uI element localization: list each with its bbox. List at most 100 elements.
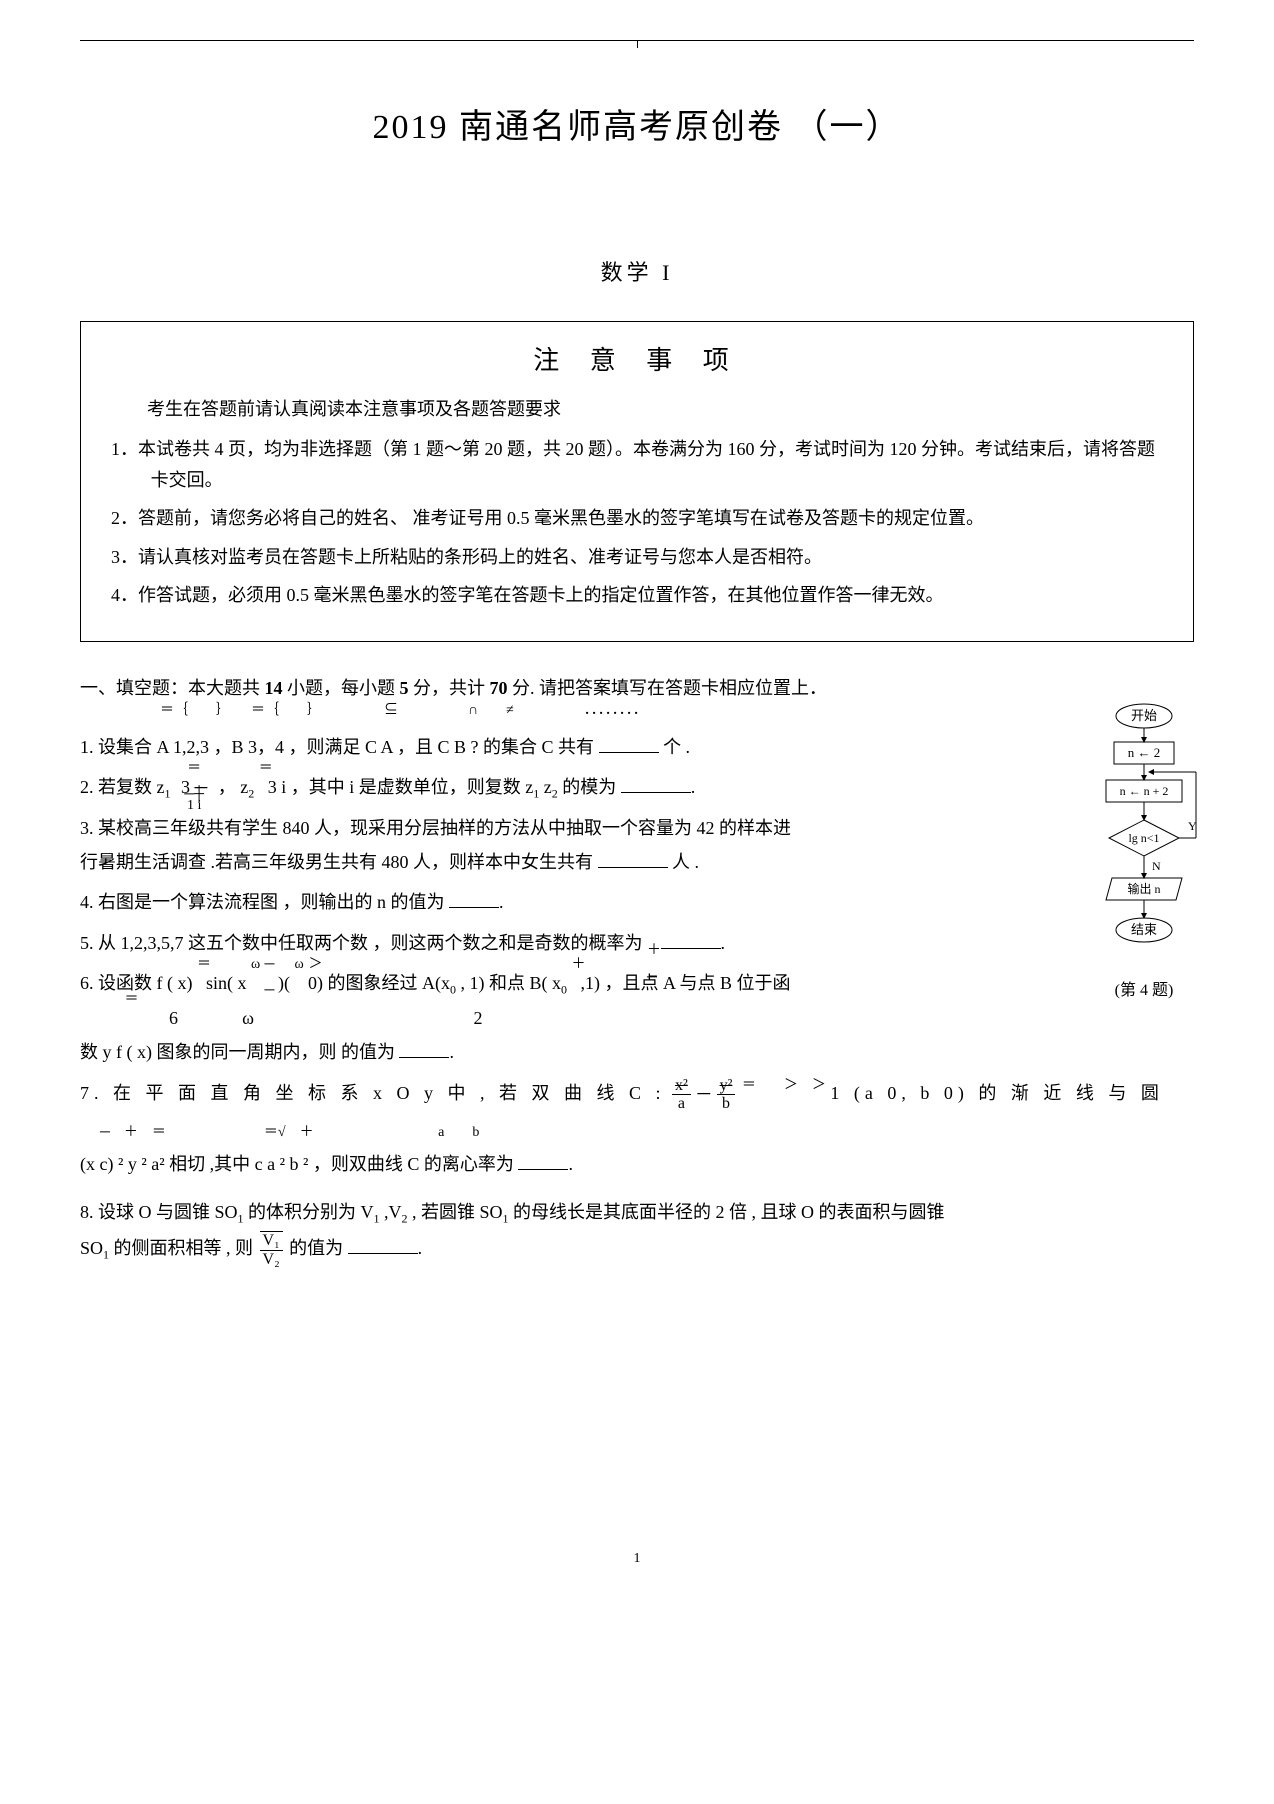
q5-p: . xyxy=(721,933,726,953)
q2-d: z xyxy=(544,777,552,797)
question-4: 4. 右图是一个算法流程图 ，则输出的 n 的值为 . xyxy=(80,885,1194,919)
q2-z1s: 1 xyxy=(165,786,171,800)
q7-eq1: ＝ ＞ ＞ xyxy=(742,1078,826,1093)
q6-om2: ω＞ xyxy=(294,966,303,1000)
question-6: 6. 设函数 f ( x) ＝ sin( x ω ─ ─ )( ω＞ 0) 的图… xyxy=(80,966,1194,1070)
svg-text:lg n<1: lg n<1 xyxy=(1128,831,1159,845)
q2-z2s: 2 xyxy=(248,786,254,800)
q1-setB-v: 3，4 xyxy=(248,737,284,757)
q7-f1d: a xyxy=(672,1095,691,1113)
section-1-head: 一、填空题：本大题共 14 小题，每小题 5 分，共计 70 分. 请把答案填写… xyxy=(80,672,1194,724)
q8-p: . xyxy=(418,1238,423,1258)
q6-om1-s: ω xyxy=(251,952,260,979)
notice-item-3: 3．请认真核对监考员在答题卡上所粘贴的条形码上的姓名、准考证号与您本人是否相符。 xyxy=(111,542,1163,573)
q2-c: ，其中 i 是虚数单位，则复数 z xyxy=(291,777,534,797)
q6-c: )( xyxy=(278,973,290,993)
sh-d: 分. 请把答案填写在答题卡相应位置上． xyxy=(512,678,827,698)
q6-l2eq: ＝ xyxy=(125,1001,130,1035)
svg-text:N: N xyxy=(1152,859,1161,873)
q7-l3: (x c) ² y ² a² 相切 ,其中 c a ² b ² ，则双曲线 C … xyxy=(80,1154,518,1174)
q8-c: ,V xyxy=(384,1202,402,1222)
q6-eq-s: ＝ xyxy=(197,952,202,979)
q7-f2: y²b xyxy=(717,1077,736,1113)
q7-fracs: x²a ─ y²b xyxy=(670,1076,737,1113)
q6-plus: ＋ xyxy=(571,966,576,1000)
q1-setB: 3，4 xyxy=(248,730,284,764)
notice-item-1: 1．本试卷共 4 页，均为非选择题（第 1 题～第 20 题，共 20 题）。本… xyxy=(111,434,1163,495)
top-tick xyxy=(637,40,638,48)
q5-a: 5. 从 1,2,3,5,7 这五个数中任取两个数 ，则这两个数之和是奇数的概率… xyxy=(80,933,643,953)
q8-s2: 2 xyxy=(402,1212,408,1226)
q7-f1: x²a xyxy=(672,1077,691,1113)
sh-count: 14 xyxy=(265,672,283,704)
q2-blank xyxy=(621,775,691,793)
q5-ov: ＋─ xyxy=(647,926,656,960)
q6-g: ，且点 A 与点 B 位于函 xyxy=(604,973,790,993)
q8-fn: V₁ xyxy=(260,1231,283,1251)
q3-c: 人 . xyxy=(672,852,699,872)
q3-blank xyxy=(598,850,668,868)
q1-c: ，则满足 C A ，且 C B ? 的集合 C 共有 xyxy=(289,737,599,757)
notice-title: 注 意 事 项 xyxy=(111,340,1163,382)
q8-s1b: 1 xyxy=(374,1212,380,1226)
question-2: 2. 若复数 z1 ＝ ─┼ 3 ─ 1 i ， z2 ＝ 3 i ，其中 i … xyxy=(80,770,1194,805)
notice-intro: 考生在答题前请认真阅读本注意事项及各题答题要求 xyxy=(111,395,1163,424)
q8-frac: V₁V₂ xyxy=(260,1231,283,1268)
q7-main: 7. 在 平 面 直 角 坐 标 系 x O y 中 , 若 双 曲 线 C : xyxy=(80,1083,666,1103)
q7-blank xyxy=(518,1152,568,1170)
svg-text:n ← 2: n ← 2 xyxy=(1128,745,1161,760)
q7-minus: ─ xyxy=(697,1083,710,1103)
q6-b: sin( x xyxy=(206,973,247,993)
q3-b: 行暑期生活调查 .若高三年级男生共有 480 人，则样本中女生共有 xyxy=(80,852,598,872)
q1-d: 个 . xyxy=(663,737,690,757)
page-number: 1 xyxy=(80,1548,1194,1570)
top-rule xyxy=(80,40,1194,41)
q6-blank xyxy=(399,1040,449,1058)
q8-l2c: 的值为 xyxy=(289,1238,348,1258)
sh-c: 分，共计 xyxy=(413,678,485,698)
q6-eq: ＝ xyxy=(197,966,202,1000)
flowchart-figure: 开始 n ← 2 n ← n + 2 lg n<1 Y N 输出 n xyxy=(1084,702,1204,1004)
question-8: 8. 设球 O 与圆锥 SO1 的体积分别为 V1 ,V2 , 若圆锥 SO1 … xyxy=(80,1195,1194,1268)
q1-a: 1. 设集合 A xyxy=(80,737,173,757)
q6-l2-2: 2 xyxy=(283,1001,483,1035)
q2-b: ， z xyxy=(218,777,249,797)
q2-p: . xyxy=(691,777,696,797)
q6-d: 0) 的图象经过 A(x xyxy=(308,973,450,993)
q7-f2n: y² xyxy=(717,1077,736,1096)
svg-text:n ← n + 2: n ← n + 2 xyxy=(1120,784,1169,798)
q8-s1c: 1 xyxy=(503,1212,509,1226)
q8-l2a: SO xyxy=(80,1238,103,1258)
sh-count-n: 14 xyxy=(265,678,283,698)
svg-text:结束: 结束 xyxy=(1131,922,1157,937)
q6-l2-6: 6 xyxy=(134,1001,214,1035)
q6-gt: ＞ xyxy=(308,952,317,979)
q8-s1a: 1 xyxy=(238,1212,244,1226)
notice-item-4: 4．作答试题，必须用 0.5 毫米黑色墨水的签字笔在答题卡上的指定位置作答，在其… xyxy=(111,580,1163,611)
q6-om1: ω xyxy=(251,966,260,1000)
flowchart-svg: 开始 n ← 2 n ← n + 2 lg n<1 Y N 输出 n xyxy=(1084,702,1204,972)
q2-frac: ＝ ─┼ 3 ─ 1 i xyxy=(181,770,207,804)
q8-d: , 若圆锥 SO xyxy=(412,1202,503,1222)
q1-b: ，B xyxy=(214,737,249,757)
q7-rest: 1 (a 0, b 0) 的 渐 近 线 与 圆 xyxy=(830,1083,1163,1103)
question-3: 3. 某校高三年级共有学生 840 人，现采用分层抽样的方法从中抽取一个容量为 … xyxy=(80,811,1194,879)
q7-l2s: ─ ＋ ＝ ＝√ ＋ xyxy=(80,1125,314,1140)
q4-p: . xyxy=(499,892,504,912)
q6-s0: 0 xyxy=(450,982,456,996)
q7-f2d: b xyxy=(717,1095,736,1113)
svg-text:输出 n: 输出 n xyxy=(1127,881,1160,896)
q6-e: , 1) 和点 B( x xyxy=(460,973,561,993)
q2-z2eq-s: ＝ xyxy=(259,756,264,783)
q6-a: 6. 设函数 f ( x) xyxy=(80,973,192,993)
q2-a: 2. 若复数 z xyxy=(80,777,165,797)
q7-l2ab: a b xyxy=(318,1125,479,1140)
q8-a: 8. 设球 O 与圆锥 SO xyxy=(80,1202,238,1222)
main-title: 2019 南通名师高考原创卷 （一） xyxy=(80,101,1194,155)
question-5: 5. 从 1,2,3,5,7 这五个数中任取两个数 ，则这两个数之和是奇数的概率… xyxy=(80,926,1194,960)
q6-arc: ─ ─ xyxy=(264,966,273,1000)
question-7: 7. 在 平 面 直 角 坐 标 系 x O y 中 , 若 双 曲 线 C :… xyxy=(80,1076,1194,1182)
q2-z2eq: ＝ xyxy=(259,770,264,804)
q1-blank xyxy=(599,735,659,753)
q4-blank xyxy=(449,890,499,908)
